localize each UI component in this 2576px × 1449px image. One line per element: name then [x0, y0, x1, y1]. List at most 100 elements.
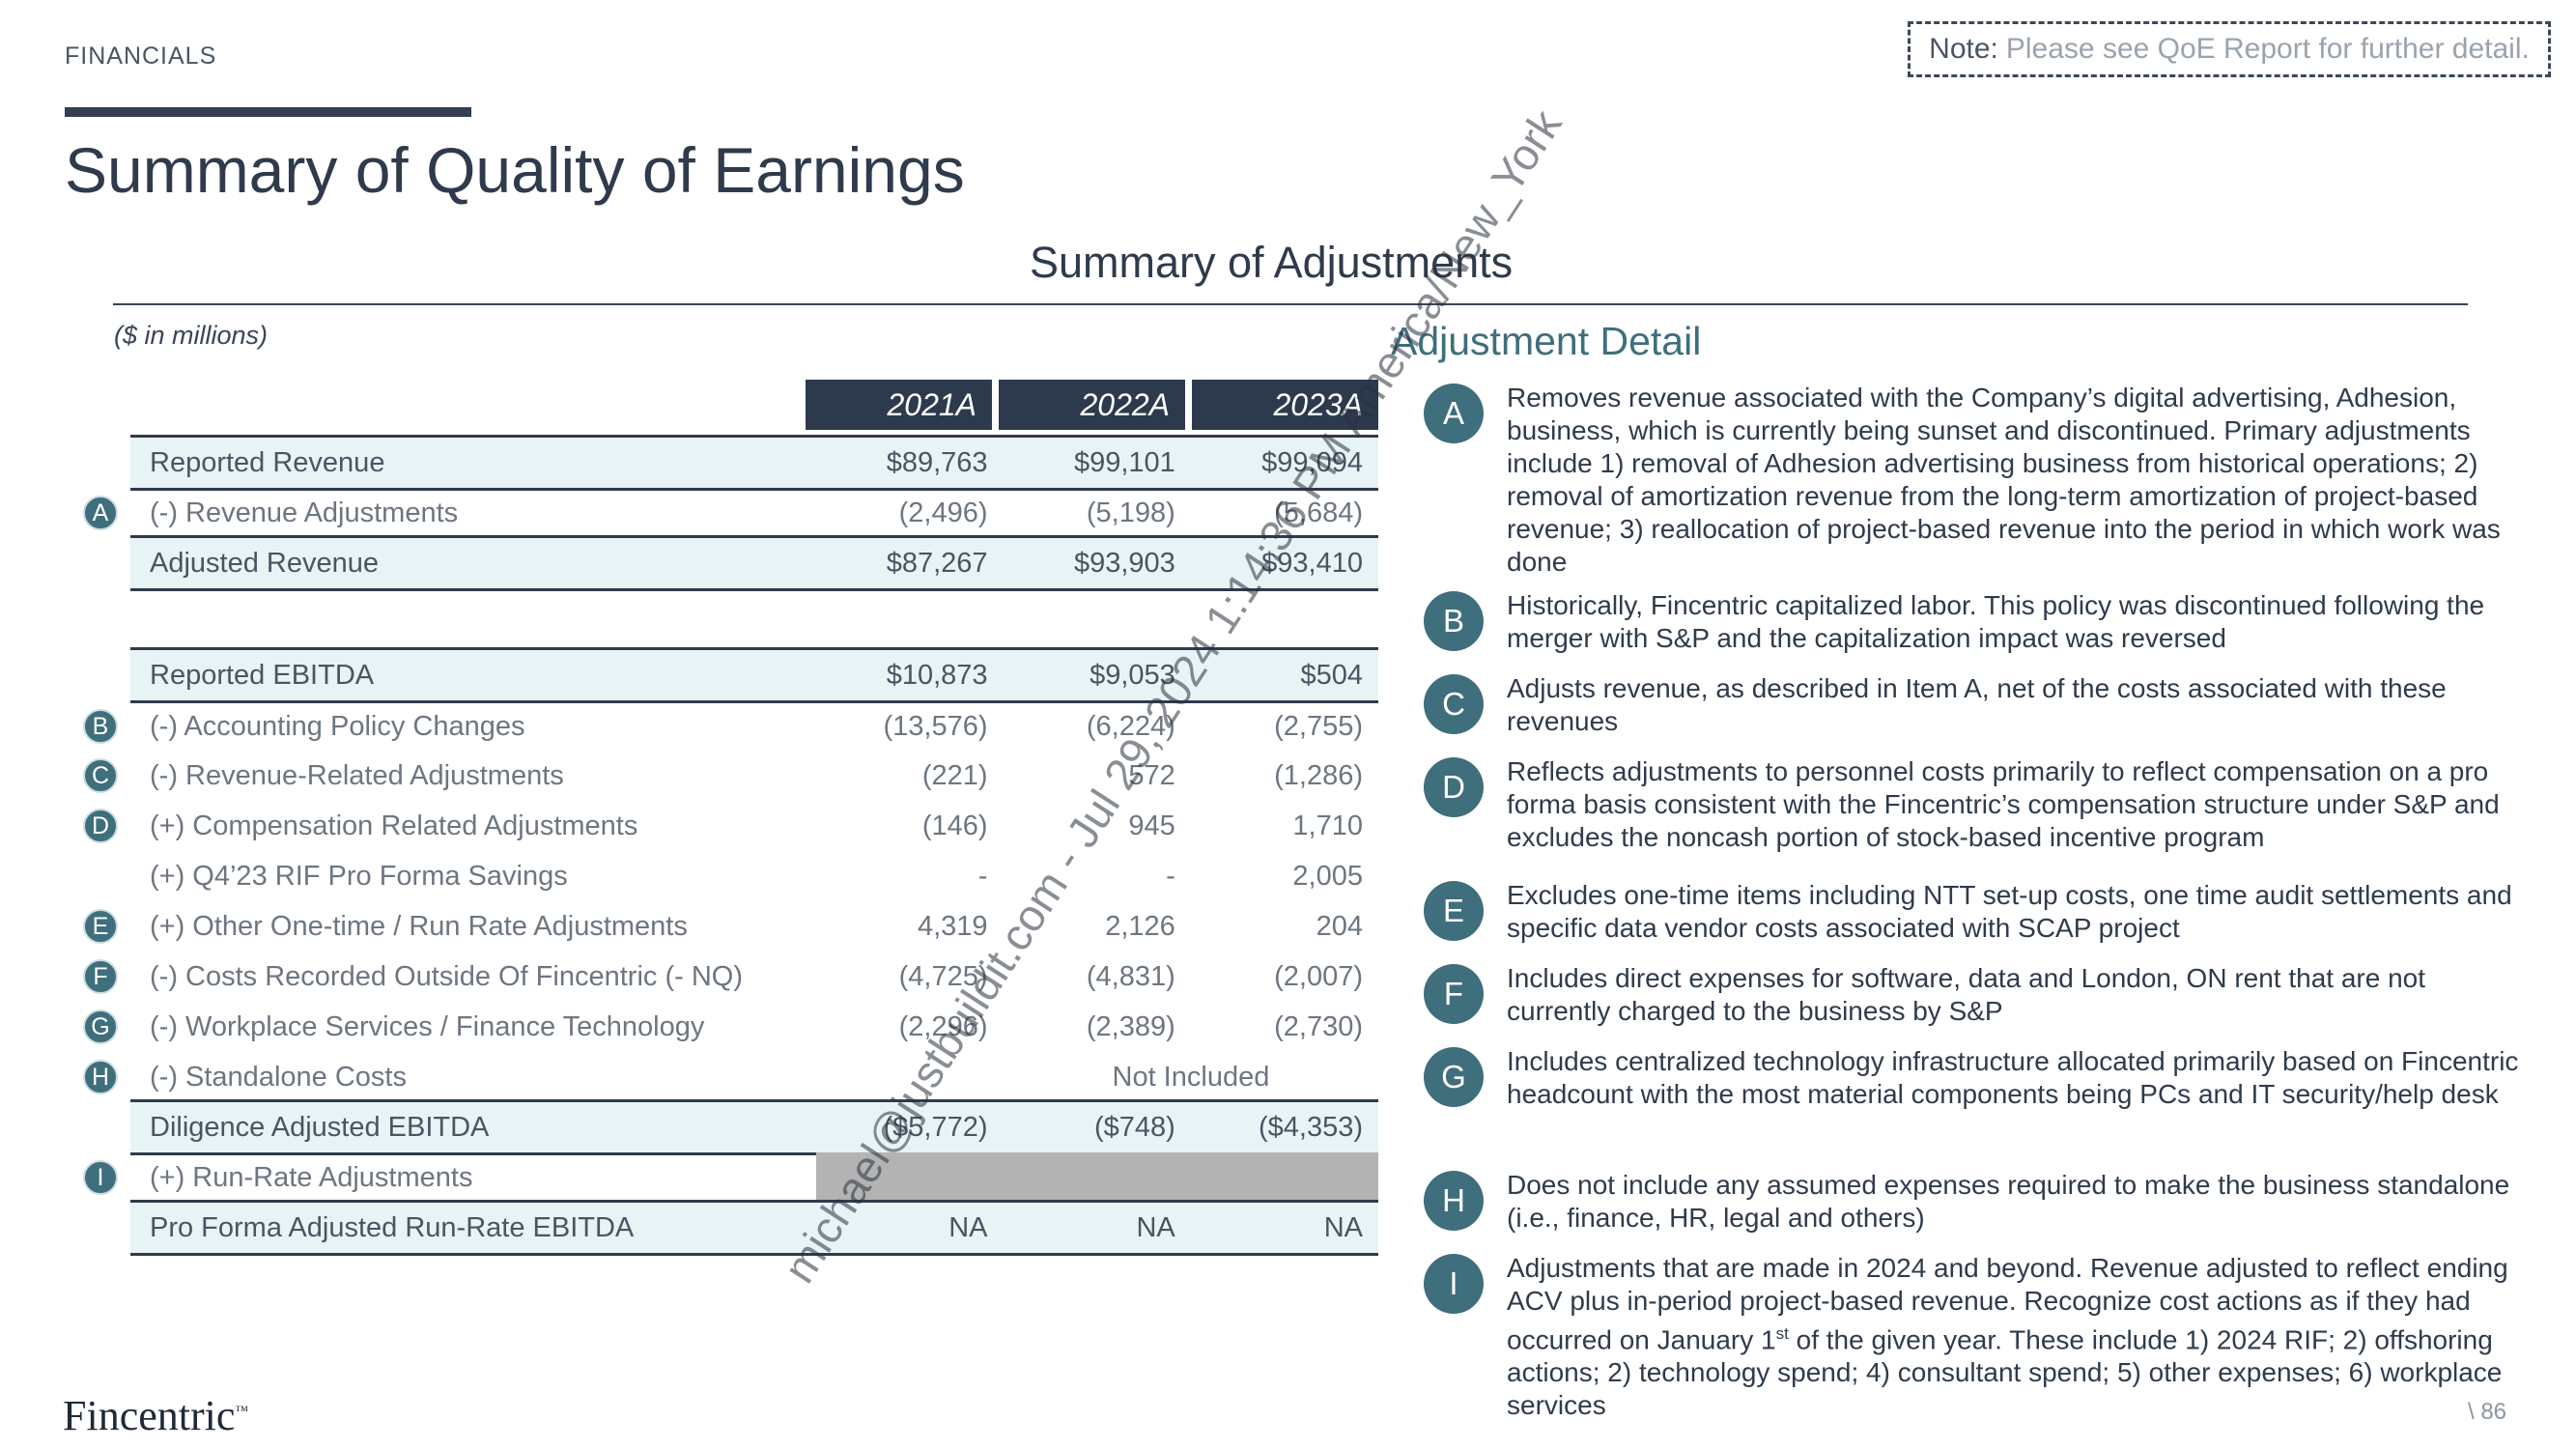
- value-cell: $93,903: [1073, 547, 1175, 579]
- detail-marker-i: I: [1424, 1254, 1484, 1314]
- value-cell: $93,410: [1261, 547, 1363, 579]
- value-cell: (2,755): [1274, 710, 1363, 742]
- table-row: (-) Revenue Adjustments (2,496) (5,198) (5,…: [130, 488, 1378, 538]
- detail-text-i: Adjustments that are made in 2024 and be…: [1507, 1252, 2521, 1422]
- row-marker-b: B: [83, 709, 118, 744]
- year-header-2022: 2022A: [999, 380, 1185, 430]
- fincentric-logo: Fincentric™: [63, 1391, 248, 1440]
- value-cell: (221): [921, 759, 988, 791]
- value-cell: (2,296): [898, 1010, 988, 1042]
- detail-text-d: Reflects adjustments to personnel costs …: [1507, 756, 2500, 852]
- value-cell: (2,389): [1086, 1010, 1175, 1042]
- value-cell: ($748): [1093, 1111, 1175, 1143]
- value-cell: ($5,772): [883, 1111, 988, 1143]
- row-label: (-) Revenue Adjustments: [150, 497, 459, 528]
- value-cell: (146): [921, 810, 988, 841]
- row-label: Pro Forma Adjusted Run-Rate EBITDA: [150, 1211, 635, 1243]
- logo-tm: ™: [235, 1404, 249, 1419]
- greyed-cells: [815, 1152, 1378, 1203]
- detail-marker-c: C: [1424, 674, 1484, 734]
- detail-text-b: Historically, Fincentric capitalized lab…: [1507, 590, 2485, 653]
- detail-text-c: Adjusts revenue, as described in Item A,…: [1507, 673, 2447, 736]
- row-label: Diligence Adjusted EBITDA: [150, 1111, 490, 1143]
- detail-marker-e: E: [1424, 881, 1484, 941]
- detail-text-g: Includes centralized technology infrastr…: [1507, 1046, 2519, 1109]
- row-marker-a: A: [83, 496, 118, 530]
- value-cell: (2,496): [898, 497, 988, 528]
- row-label: (-) Revenue-Related Adjustments: [150, 759, 564, 791]
- row-label: (+) Compensation Related Adjustments: [150, 810, 638, 841]
- detail-text-e: Excludes one-time items including NTT se…: [1507, 880, 2512, 943]
- row-label: (-) Workplace Services / Finance Technol…: [150, 1010, 705, 1042]
- subtitle-divider: [113, 303, 2468, 305]
- value-cell: 945: [1128, 810, 1175, 841]
- table-row: (-) Costs Recorded Outside Of Fincentric…: [130, 952, 1378, 1002]
- year-header-2021: 2021A: [806, 380, 992, 430]
- value-cell: NA: [948, 1211, 988, 1243]
- detail-text-part: Adjustments that are made in 2024 and be…: [1507, 1253, 2508, 1355]
- value-cell: 204: [1316, 910, 1363, 942]
- row-marker-i: I: [83, 1160, 118, 1195]
- note-box: Note: Please see QoE Report for further …: [1908, 21, 2551, 77]
- value-cell: ($4,353): [1258, 1111, 1363, 1143]
- units-note: ($ in millions): [114, 321, 269, 350]
- value-cell: -: [977, 860, 988, 892]
- detail-marker-d: D: [1424, 757, 1484, 817]
- detail-marker-f: F: [1424, 964, 1484, 1024]
- detail-marker-g: G: [1424, 1047, 1484, 1107]
- row-marker-h: H: [83, 1060, 118, 1094]
- value-cell: $504: [1300, 659, 1363, 691]
- table-row: (+) Other One-time / Run Rate Adjustment…: [130, 901, 1378, 952]
- value-cell: NA: [1323, 1211, 1363, 1243]
- row-label: (-) Standalone Costs: [150, 1061, 407, 1093]
- row-label: Reported Revenue: [150, 446, 385, 478]
- value-cell: (6,224): [1086, 710, 1175, 742]
- row-label: Reported EBITDA: [150, 659, 375, 691]
- value-cell: $89,763: [886, 446, 988, 478]
- table-row: (-) Accounting Policy Changes (13,576) (6,…: [130, 701, 1378, 752]
- section-subtitle: Summary of Adjustments: [1030, 238, 1514, 287]
- detail-text-h: Does not include any assumed expenses re…: [1507, 1170, 2510, 1233]
- detail-text-superscript: st: [1775, 1324, 1789, 1343]
- row-marker-d: D: [83, 809, 118, 843]
- value-cell: $10,873: [886, 659, 988, 691]
- value-cell: (2,007): [1274, 960, 1363, 992]
- value-cell: 572: [1128, 759, 1175, 791]
- table-row: Reported Revenue $89,763 $99,101 $99,094: [130, 435, 1378, 491]
- value-cell: $87,267: [886, 547, 988, 579]
- detail-marker-h: H: [1424, 1171, 1484, 1231]
- table-row: (-) Revenue-Related Adjustments (221) 572 (…: [130, 751, 1378, 801]
- row-label: (-) Costs Recorded Outside Of Fincentric…: [150, 960, 743, 992]
- value-cell: (1,286): [1274, 759, 1363, 791]
- year-header-2023: 2023A: [1192, 380, 1378, 430]
- row-label: (-) Accounting Policy Changes: [150, 710, 525, 742]
- value-cell: (4,725): [898, 960, 988, 992]
- detail-text-part: of the given year. These include 1) 2024…: [1507, 1324, 2503, 1421]
- note-text: Please see QoE Report for further detail…: [2005, 33, 2530, 65]
- table-row: (+) Q4’23 RIF Pro Forma Savings - - 2,005: [130, 851, 1378, 901]
- row-label: (+) Q4’23 RIF Pro Forma Savings: [150, 860, 568, 892]
- table-row: (+) Run-Rate Adjustments: [130, 1152, 1378, 1203]
- value-cell: 2,005: [1292, 860, 1363, 892]
- row-label: Adjusted Revenue: [150, 547, 379, 579]
- detail-marker-a: A: [1424, 384, 1484, 443]
- value-cell: (5,198): [1086, 497, 1175, 528]
- title-accent-bar: [65, 107, 471, 117]
- value-cell: (13,576): [883, 710, 988, 742]
- value-cell: (2,730): [1274, 1010, 1363, 1042]
- page-number: \ 86: [2468, 1399, 2507, 1425]
- table-row: (-) Standalone Costs Not Included: [130, 1052, 1378, 1102]
- value-cell: (5,684): [1274, 497, 1363, 528]
- detail-text-a: Removes revenue associated with the Comp…: [1507, 383, 2501, 577]
- value-cell: $99,094: [1261, 446, 1363, 478]
- value-cell: 2,126: [1105, 910, 1175, 942]
- row-marker-g: G: [83, 1009, 118, 1044]
- section-label: FINANCIALS: [65, 43, 217, 70]
- value-cell: -: [1166, 860, 1175, 892]
- table-row: Reported EBITDA $10,873 $9,053 $504: [130, 647, 1378, 703]
- row-marker-f: F: [83, 959, 118, 994]
- detail-text-f: Includes direct expenses for software, d…: [1507, 963, 2426, 1026]
- merged-value: Not Included: [1112, 1061, 1270, 1093]
- row-marker-c: C: [83, 758, 118, 793]
- table-row: (+) Compensation Related Adjustments (146…: [130, 801, 1378, 851]
